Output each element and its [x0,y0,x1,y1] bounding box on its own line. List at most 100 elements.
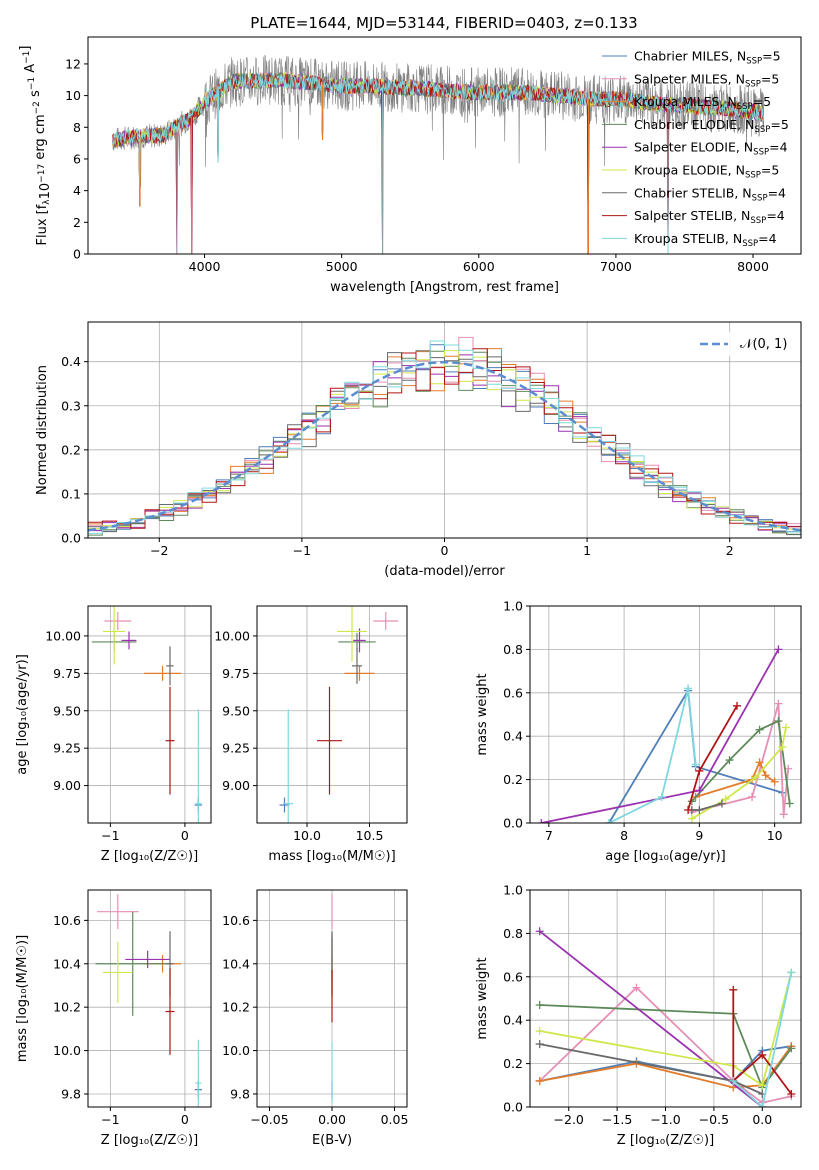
axes-frame [87,36,802,255]
x-tick-label: 5000 [326,259,358,274]
legend-entry: Chabrier ELODIE, NSSP=5 [634,117,789,135]
legend-entry: Kroupa MILES, NSSP=5 [634,94,771,112]
legend-entry: Kroupa ELODIE, NSSP=5 [634,163,779,181]
legend-text: Salpeter MILES, N [634,71,745,86]
weight-marker [535,927,544,936]
y-tick-label: 9.8 [230,1086,250,1101]
weight-line-chabrier-elodie [539,1004,793,1090]
weight-marker [535,1040,544,1049]
weight-line-kroupa-stelib [732,972,793,1107]
legend-value: =4 [768,185,786,200]
x-tick-label: −1 [101,828,119,843]
y-tick-label: 10.00 [214,628,250,643]
label-part: −2 [32,101,42,114]
x-tick-label: −2 [150,543,168,558]
weight-marker [787,968,796,977]
weight-line-kroupa-elodie [691,727,787,820]
figure-title: PLATE=1644, MJD=53144, FIBERID=0403, z=0… [250,14,637,32]
label-part: s [28,90,43,101]
y-tick-label: 10.6 [222,913,250,928]
y-axis-label: mass weight [475,957,490,1039]
y-axis-label: Normed distribution [35,365,50,495]
weight-marker [695,766,704,775]
y-tick-label: 0.3 [61,398,81,413]
legend-entry: Chabrier MILES, NSSP=5 [634,49,781,67]
label-part: Flux [f [35,204,50,245]
weight-marker [717,799,726,808]
legend-value: =5 [753,94,771,109]
weight-marker [535,1001,544,1010]
legend-sub: SSP [742,239,758,249]
y-axis-label: age [log₁₀(age/yr)] [15,654,30,775]
y-tick-label: 9.00 [53,778,81,793]
label-part: ] [18,46,33,51]
y-tick-label: 10.00 [45,628,81,643]
x-tick-label: −1 [293,543,311,558]
label-part: A [23,64,38,77]
legend-value: =4 [769,140,787,155]
legend-value: =5 [762,49,780,64]
legend-entry: Salpeter MILES, NSSP=5 [634,71,779,89]
label-part: −17 [37,164,47,183]
y-tick-label: 10.4 [222,956,250,971]
weight-marker [535,1076,544,1085]
y-tick-label: 12 [65,56,81,71]
weight-marker [770,777,779,786]
axes-frame [87,605,212,824]
weight-marker [755,725,764,734]
y-tick-label: 0.6 [503,969,523,984]
weight-marker [691,760,700,769]
legend-sub: SSP [745,171,761,181]
chart-panel-0: 4000 5000 6000 7000 8000 0 2 4 6 8 10 12 wavelength … [18,36,802,295]
weight-marker [774,645,783,654]
x-axis-label: mass [log₁₀(M/M☉)] [268,849,395,864]
weight-marker [774,699,783,708]
weight-marker [535,1027,544,1036]
y-tick-label: 10.4 [53,956,81,971]
legend-text: Chabrier ELODIE, N [634,117,754,132]
weight-marker [758,1081,767,1090]
x-tick-label: 0.00 [318,1112,346,1127]
x-tick-label: 0 [181,1112,189,1127]
chart-panel-7: −2.0 −1.5 −1.0 −0.5 0.0 0.0 0.2 0.4 0.6 0.8 1.0 Z [… [475,883,802,1148]
y-tick-label: 9.25 [53,741,81,756]
legend-sub: SSP [745,79,761,89]
y-tick-label: 10.0 [222,1043,250,1058]
legend-sub: SSP [753,148,769,158]
weight-marker [779,810,788,819]
weight-marker [721,795,730,804]
x-tick-label: 0 [441,543,449,558]
axes-frame [87,889,212,1108]
legend-text: Kroupa MILES, N [634,94,737,109]
weight-marker [748,792,757,801]
weight-marker [781,723,790,732]
weight-marker [758,1103,767,1107]
legend-entry: 𝒩(0, 1) [740,337,787,352]
y-tick-label: 0.8 [503,926,523,941]
x-tick-label: 8 [620,828,628,843]
chart-panel-2: −1 0 9.00 9.25 9.50 9.75 10.00 Z [log₁₀(Z/Z☉)] a… [15,605,212,864]
histogram-step-chabrier-stelib [88,350,801,536]
y-tick-label: 10.2 [222,1000,250,1015]
weight-marker [751,773,760,782]
weight-marker [774,717,783,726]
y-axis-label: mass [log₁₀(M/M☉)] [15,935,30,1062]
y-tick-label: 0.6 [503,685,523,700]
plot-area [279,606,399,823]
weight-marker [605,819,614,823]
model-line-kroupa-stelib [112,72,764,207]
x-tick-label: 7 [545,828,553,843]
chart-panel-4: 7 8 9 10 0.0 0.2 0.4 0.6 0.8 1.0 age [log₁₀(age/yr… [475,599,802,864]
x-tick-label: −0.05 [250,1112,288,1127]
plot-area [88,336,801,536]
y-tick-label: 0.4 [503,729,523,744]
weight-marker [787,1089,796,1098]
normal-curve [88,360,801,532]
y-tick-label: 10.2 [53,1000,81,1015]
x-tick-label: 6000 [463,259,495,274]
y-tick-label: 0.4 [503,1013,523,1028]
chart-panel-6: −0.05 0.00 0.05 9.8 10.0 10.2 10.4 10.6 E(B-V) [222,889,408,1148]
legend-sub: SSP [737,102,753,112]
x-axis-label: E(B-V) [312,1133,352,1148]
weight-marker [729,985,738,994]
